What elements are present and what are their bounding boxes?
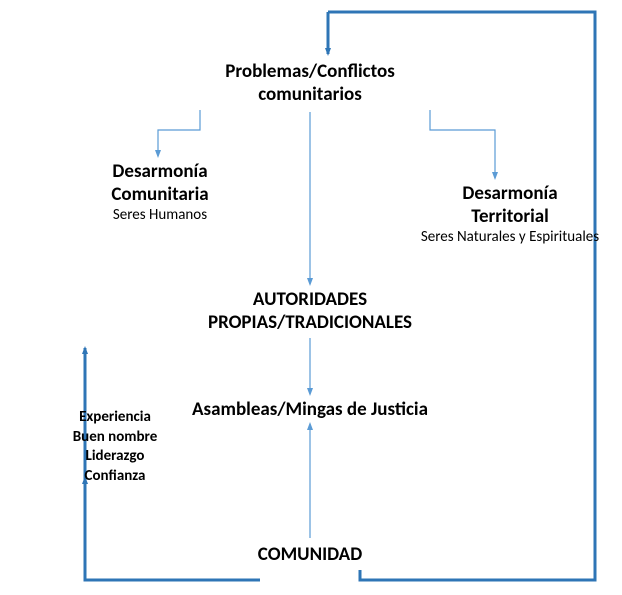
desc-com-line1: Desarmonía	[70, 160, 250, 183]
problemas-line1: Problemas/Conflictos	[180, 60, 440, 83]
problemas-line2: comunitarios	[180, 83, 440, 106]
asambleas-line1: Asambleas/Mingas de Justicia	[150, 398, 470, 421]
desc-terr-sub: Seres Naturales y Espirituales	[420, 228, 600, 246]
desc-terr-line2: Territorial	[420, 205, 600, 228]
side-item-3: Confianza	[50, 467, 180, 487]
node-comunidad: COMUNIDAD	[230, 543, 390, 566]
desc-terr-line1: Desarmonía	[420, 182, 600, 205]
comunidad-line1: COMUNIDAD	[230, 543, 390, 566]
autoridades-line2: PROPIAS/TRADICIONALES	[160, 311, 460, 334]
node-autoridades: AUTORIDADES PROPIAS/TRADICIONALES	[160, 288, 460, 334]
autoridades-line1: AUTORIDADES	[160, 288, 460, 311]
side-item-2: Liderazgo	[50, 447, 180, 467]
node-side-list: Experiencia Buen nombre Liderazgo Confia…	[50, 408, 180, 486]
node-desarmonia-comunitaria: Desarmonía Comunitaria Seres Humanos	[70, 160, 250, 224]
node-asambleas: Asambleas/Mingas de Justicia	[150, 398, 470, 421]
desc-com-line2: Comunitaria	[70, 183, 250, 206]
side-item-0: Experiencia	[50, 408, 180, 428]
side-item-1: Buen nombre	[50, 428, 180, 448]
desc-com-sub: Seres Humanos	[70, 206, 250, 224]
node-desarmonia-territorial: Desarmonía Territorial Seres Naturales y…	[420, 182, 600, 246]
node-problemas: Problemas/Conflictos comunitarios	[180, 60, 440, 106]
